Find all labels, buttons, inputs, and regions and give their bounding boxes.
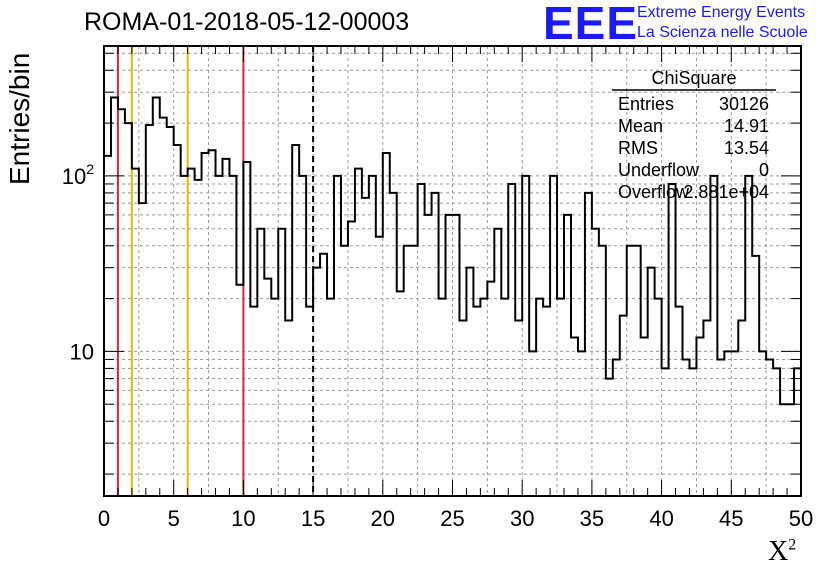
x-tick-label: 20 [371, 506, 395, 531]
run-title: ROMA-01-2018-05-12-00003 [84, 8, 410, 36]
x-tick-label: 30 [510, 506, 534, 531]
stats-value: 30126 [719, 94, 769, 114]
stats-title: ChiSquare [651, 68, 736, 88]
stats-label: RMS [618, 138, 658, 158]
eee-logo: EEE [543, 0, 639, 49]
x-tick-label: 0 [98, 506, 110, 531]
stats-value: 13.54 [724, 138, 769, 158]
x-tick-label: 45 [719, 506, 743, 531]
stats-label: Overflow [618, 182, 690, 202]
reference-lines [116, 46, 315, 496]
logo-tagline-1: Extreme Energy Events [637, 4, 806, 21]
x-axis-label-text: X [768, 536, 789, 567]
x-tick-label: 40 [649, 506, 673, 531]
x-tick-label: 5 [168, 506, 180, 531]
histogram-outline [104, 96, 801, 406]
x-axis-label: X2 [768, 536, 796, 568]
x-tick-label: 50 [789, 506, 813, 531]
grid-lines [104, 46, 801, 496]
x-tick-label: 35 [580, 506, 604, 531]
stats-label: Mean [618, 116, 663, 136]
x-axis-label-superscript: 2 [788, 536, 797, 554]
x-tick-label: 10 [231, 506, 255, 531]
logo-tagline-2: La Scienza nelle Scuole [637, 24, 808, 41]
x-tick-label: 15 [301, 506, 325, 531]
x-tick-label: 25 [440, 506, 464, 531]
stats-value: 2.881e+04 [683, 182, 769, 202]
stats-box: ChiSquare Entries 30126 Mean 14.91 RMS 13.54 Un… [612, 68, 776, 202]
stats-value: 14.91 [724, 116, 769, 136]
stats-label: Entries [618, 94, 674, 114]
stats-value: 0 [759, 160, 769, 180]
y-tick-exponent: 2 [86, 161, 94, 177]
stats-label: Underflow [618, 160, 700, 180]
y-tick-label: 102 [62, 161, 94, 189]
y-tick-label: 10 [70, 339, 94, 364]
